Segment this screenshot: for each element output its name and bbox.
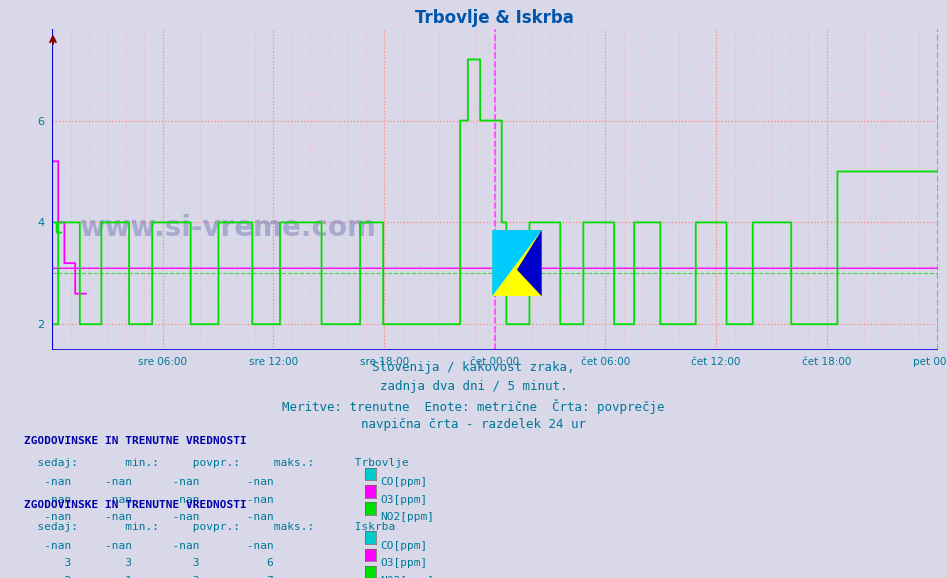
Polygon shape	[492, 230, 542, 296]
Text: NO2[ppm]: NO2[ppm]	[381, 576, 435, 578]
Text: 3        3         3          6: 3 3 3 6	[24, 558, 274, 568]
Polygon shape	[517, 230, 542, 296]
Text: Slovenija / kakovost zraka,: Slovenija / kakovost zraka,	[372, 361, 575, 374]
Text: CO[ppm]: CO[ppm]	[381, 477, 428, 487]
Text: -nan     -nan      -nan       -nan: -nan -nan -nan -nan	[24, 495, 274, 505]
Text: sedaj:       min.:     povpr.:     maks.:      Trbovlje: sedaj: min.: povpr.: maks.: Trbovlje	[24, 458, 408, 468]
Text: ZGODOVINSKE IN TRENUTNE VREDNOSTI: ZGODOVINSKE IN TRENUTNE VREDNOSTI	[24, 500, 246, 510]
Text: zadnja dva dni / 5 minut.: zadnja dva dni / 5 minut.	[380, 380, 567, 393]
Title: Trbovlje & Iskrba: Trbovlje & Iskrba	[416, 9, 574, 27]
Text: CO[ppm]: CO[ppm]	[381, 541, 428, 551]
Text: -nan     -nan      -nan       -nan: -nan -nan -nan -nan	[24, 477, 274, 487]
Text: NO2[ppm]: NO2[ppm]	[381, 512, 435, 522]
Text: navpična črta - razdelek 24 ur: navpična črta - razdelek 24 ur	[361, 418, 586, 431]
Text: 2        1         3          7: 2 1 3 7	[24, 576, 274, 578]
Polygon shape	[492, 230, 542, 296]
Text: -nan     -nan      -nan       -nan: -nan -nan -nan -nan	[24, 512, 274, 522]
Text: O3[ppm]: O3[ppm]	[381, 495, 428, 505]
Text: ZGODOVINSKE IN TRENUTNE VREDNOSTI: ZGODOVINSKE IN TRENUTNE VREDNOSTI	[24, 436, 246, 446]
Text: sedaj:       min.:     povpr.:     maks.:      Iskrba: sedaj: min.: povpr.: maks.: Iskrba	[24, 522, 395, 532]
Text: Meritve: trenutne  Enote: metrične  Črta: povprečje: Meritve: trenutne Enote: metrične Črta: …	[282, 399, 665, 414]
Text: -nan     -nan      -nan       -nan: -nan -nan -nan -nan	[24, 541, 274, 551]
Text: O3[ppm]: O3[ppm]	[381, 558, 428, 568]
Text: www.si-vreme.com: www.si-vreme.com	[79, 214, 376, 242]
